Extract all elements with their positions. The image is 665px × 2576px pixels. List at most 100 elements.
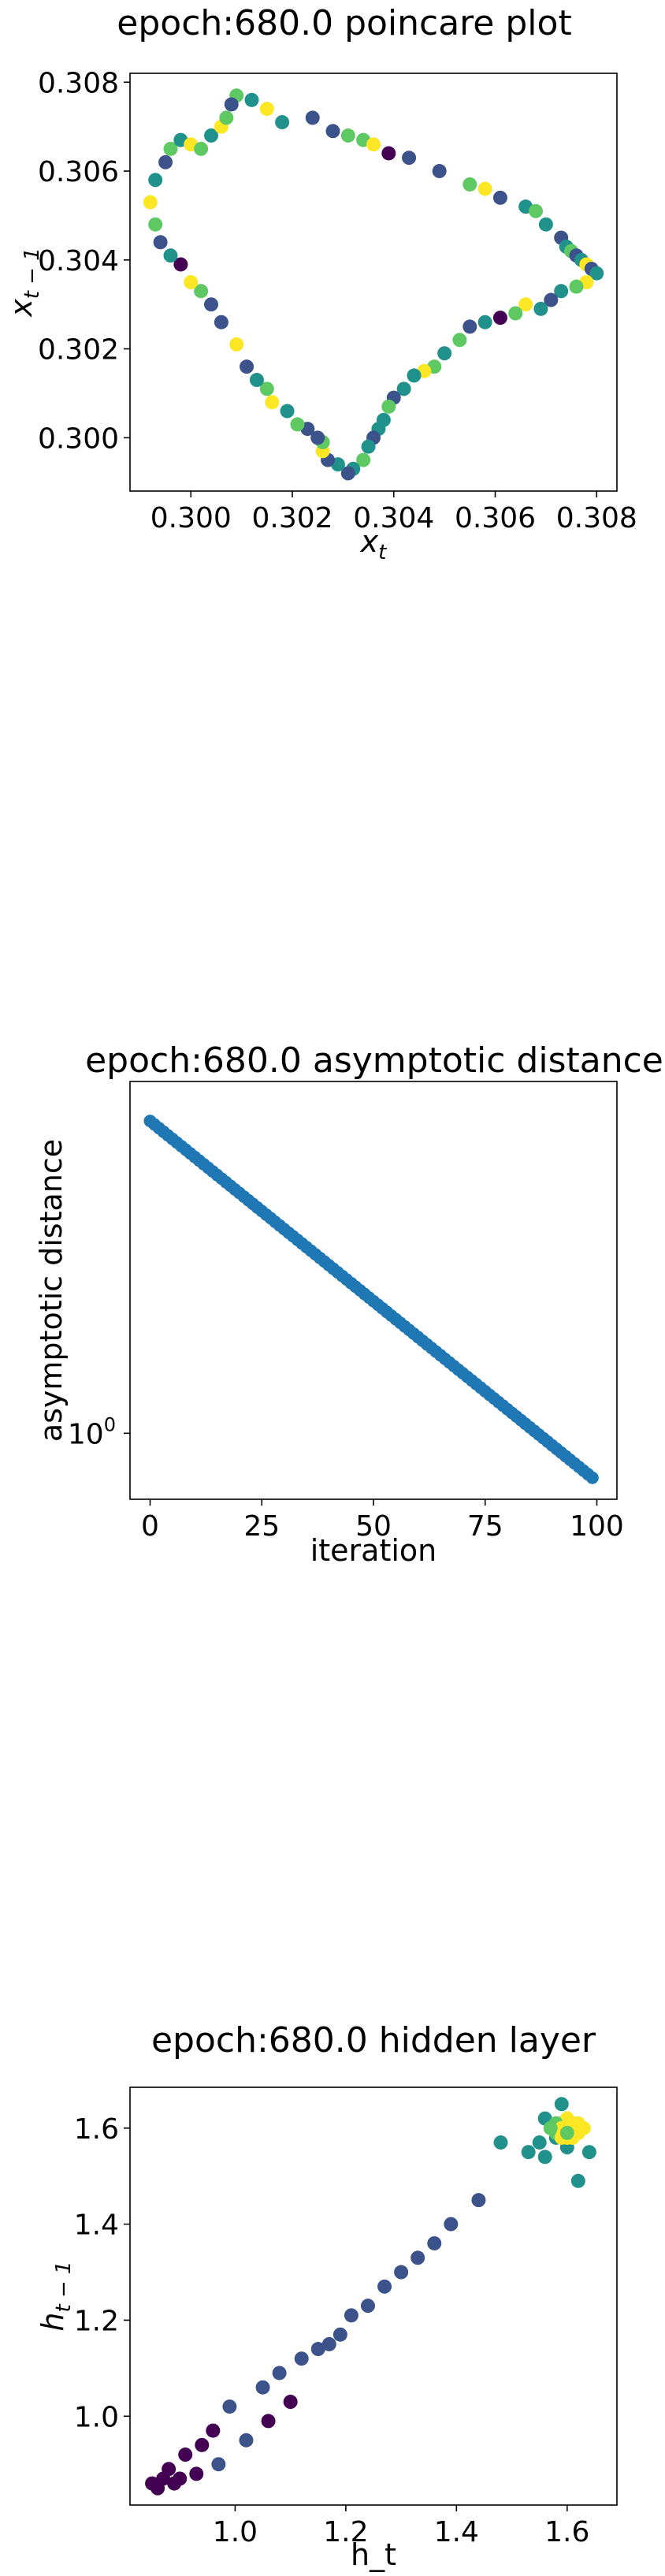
- poincare-point: [452, 333, 467, 348]
- poincare-point: [249, 373, 264, 388]
- poincare-point: [204, 128, 218, 143]
- asymptotic-xlabel: iteration: [310, 1533, 437, 1568]
- poincare-point: [340, 466, 355, 481]
- hidden-point: [360, 2299, 375, 2314]
- poincare-points: [143, 88, 604, 481]
- poincare-ytick-label: 0.308: [38, 67, 119, 99]
- hidden-point: [471, 2193, 486, 2208]
- poincare-point: [538, 217, 553, 232]
- poincare-point: [437, 346, 452, 361]
- poincare-point: [508, 306, 523, 321]
- asymptotic-xtick-label: 0: [141, 1510, 159, 1543]
- poincare-point: [492, 190, 507, 205]
- asymptotic-ytick: 100: [68, 1413, 130, 1450]
- poincare-point: [280, 404, 295, 419]
- poincare-point: [381, 399, 396, 414]
- asymptotic-xticks: 0 25 50 75 100: [141, 1499, 624, 1543]
- poincare-point: [163, 141, 178, 156]
- hidden-xtick-label: 1.2: [323, 2516, 368, 2548]
- poincare-point: [219, 110, 234, 125]
- poincare-point: [402, 151, 417, 166]
- poincare-point: [432, 164, 447, 179]
- poincare-point: [148, 173, 163, 188]
- hidden-point: [222, 2399, 237, 2414]
- hidden-point: [283, 2395, 298, 2410]
- poincare-xtick-label: 0.302: [251, 502, 332, 534]
- poincare-point: [366, 137, 381, 152]
- poincare-point: [173, 257, 188, 272]
- hidden-point: [272, 2366, 287, 2381]
- poincare-point: [184, 275, 199, 289]
- hidden-point: [195, 2437, 210, 2452]
- hidden-ytick-label: 1.2: [74, 2305, 119, 2337]
- asymptotic-ylabel: asymptotic distance: [34, 1139, 69, 1442]
- hidden-point: [332, 2327, 347, 2342]
- poincare-point: [240, 359, 254, 374]
- asymptotic-chart: epoch:680.0 asymptotic distance 0 25 50 75 1…: [34, 1040, 663, 1568]
- hidden-point: [211, 2457, 226, 2472]
- hidden-point: [394, 2265, 409, 2280]
- poincare-point: [356, 452, 371, 467]
- poincare-point: [361, 439, 376, 454]
- hidden-xtick-label: 1.0: [213, 2516, 258, 2548]
- hidden-xlabel: h_t: [351, 2537, 396, 2572]
- hidden-point: [189, 2466, 204, 2481]
- hidden-xtick-label: 1.6: [544, 2516, 589, 2548]
- hidden-point: [321, 2336, 336, 2351]
- poincare-point: [305, 110, 320, 125]
- hidden-point: [411, 2250, 425, 2265]
- poincare-point: [194, 284, 209, 299]
- poincare-point: [533, 301, 548, 316]
- poincare-plot-frame: [129, 73, 618, 492]
- hidden-point: [570, 2173, 585, 2188]
- poincare-title: epoch:680.0 poincare plot: [117, 3, 571, 43]
- poincare-xtick-label: 0.300: [150, 502, 232, 534]
- poincare-point: [229, 337, 244, 352]
- poincare-point: [518, 297, 533, 312]
- poincare-point: [275, 115, 290, 130]
- hidden-chart: epoch:680.0 hidden layer 1.0 1.2 1.4 1.6 1.…: [35, 2020, 618, 2572]
- poincare-yticks: 0.300 0.302 0.304 0.306 0.308: [38, 67, 130, 455]
- hidden-point: [444, 2217, 459, 2232]
- hidden-point: [554, 2097, 569, 2112]
- poincare-point: [163, 248, 178, 263]
- asymptotic-ytick-label: 100: [68, 1413, 116, 1450]
- hidden-ytick-label: 1.0: [74, 2401, 119, 2433]
- poincare-xlabel: xt: [360, 524, 388, 564]
- asymptotic-xtick-label: 50: [355, 1510, 392, 1543]
- poincare-point: [153, 235, 168, 250]
- poincare-chart: epoch:680.0 poincare plot 0.300 0.302 0.30…: [4, 3, 637, 564]
- hidden-point: [581, 2145, 596, 2160]
- poincare-point: [310, 430, 325, 445]
- hidden-point: [255, 2380, 270, 2395]
- hidden-point: [344, 2308, 359, 2323]
- hidden-point: [576, 2120, 591, 2135]
- asymptotic-points: [143, 1115, 599, 1484]
- hidden-xtick-label: 1.4: [434, 2516, 479, 2548]
- poincare-point: [492, 311, 507, 326]
- asymptotic-xtick-label: 25: [243, 1510, 280, 1543]
- poincare-point: [244, 92, 259, 107]
- hidden-point: [543, 2120, 558, 2135]
- hidden-ytick-label: 1.4: [74, 2209, 119, 2242]
- hidden-title: epoch:680.0 hidden layer: [151, 2020, 596, 2060]
- poincare-point: [463, 177, 477, 192]
- poincare-point: [463, 319, 477, 334]
- poincare-point: [259, 102, 274, 117]
- poincare-point: [529, 203, 543, 218]
- hidden-points: [145, 2097, 596, 2496]
- poincare-point: [214, 315, 228, 329]
- hidden-ytick-label: 1.6: [74, 2113, 119, 2146]
- poincare-xtick-label: 0.306: [455, 502, 536, 534]
- poincare-point: [554, 284, 569, 299]
- hidden-ylabel: ht − 1: [35, 2261, 76, 2331]
- poincare-point: [477, 181, 492, 196]
- poincare-ylabel: xt − 1: [4, 248, 44, 318]
- hidden-yticks: 1.0 1.2 1.4 1.6: [74, 2113, 130, 2433]
- poincare-point: [158, 154, 173, 169]
- poincare-xtick-label: 0.304: [353, 502, 434, 534]
- poincare-point: [204, 297, 218, 312]
- hidden-point: [162, 2462, 176, 2477]
- poincare-point: [194, 141, 209, 156]
- poincare-ytick-label: 0.304: [38, 245, 119, 277]
